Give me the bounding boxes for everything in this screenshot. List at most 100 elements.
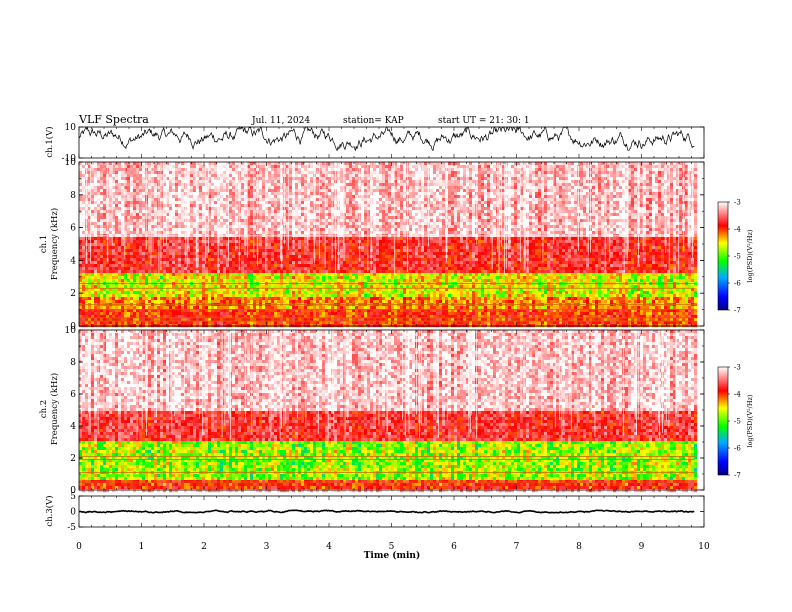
spectrogram-cell bbox=[82, 246, 85, 249]
spectrogram-cell bbox=[139, 204, 142, 207]
spectrogram-cell bbox=[169, 186, 172, 189]
spectrogram-cell bbox=[82, 273, 85, 276]
spectrogram-cell bbox=[178, 201, 181, 204]
spectrogram-cell bbox=[172, 204, 175, 207]
spectrogram-cell bbox=[166, 252, 169, 255]
spectrogram-cell bbox=[106, 270, 109, 273]
spectrogram-cell bbox=[172, 273, 175, 276]
spectrogram-cell bbox=[178, 204, 181, 207]
spectrogram-cell bbox=[175, 177, 178, 180]
spectrogram-cell bbox=[100, 198, 103, 201]
spectrogram-cell bbox=[97, 270, 100, 273]
spectrogram-cell bbox=[145, 291, 148, 294]
spectrogram-cell bbox=[136, 210, 139, 213]
spectrogram-cell bbox=[178, 186, 181, 189]
spectrogram-cell bbox=[121, 189, 124, 192]
spectrogram-cell bbox=[154, 306, 157, 309]
spectrogram-cell bbox=[109, 210, 112, 213]
spectrogram-cell bbox=[88, 279, 91, 282]
spectrogram-cell bbox=[82, 168, 85, 171]
spectrogram-cell bbox=[109, 267, 112, 270]
spectrogram-cell bbox=[178, 237, 181, 240]
spectrogram-cell bbox=[160, 201, 163, 204]
spectrogram-cell bbox=[130, 255, 133, 258]
spectrogram-cell bbox=[115, 279, 118, 282]
spectrogram-cell bbox=[151, 201, 154, 204]
spectrogram-cell bbox=[118, 270, 121, 273]
spectrogram-cell bbox=[160, 255, 163, 258]
spectrogram-cell bbox=[157, 306, 160, 309]
spectrogram-cell bbox=[109, 291, 112, 294]
spectrogram-cell bbox=[169, 192, 172, 195]
spectrogram-cell bbox=[121, 183, 124, 186]
spectrogram-cell bbox=[154, 240, 157, 243]
spectrogram-cell bbox=[169, 255, 172, 258]
spectrogram-cell bbox=[139, 168, 142, 171]
spectrogram-cell bbox=[154, 183, 157, 186]
spectrogram-cell bbox=[100, 237, 103, 240]
spectrogram-cell bbox=[157, 312, 160, 315]
spectrogram-cell bbox=[127, 180, 130, 183]
spectrogram-cell bbox=[169, 222, 172, 225]
spectrogram-cell bbox=[136, 258, 139, 261]
spectrogram-cell bbox=[175, 165, 178, 168]
spectrogram-cell bbox=[94, 186, 97, 189]
spectrogram-cell bbox=[115, 285, 118, 288]
spectrogram-cell bbox=[139, 279, 142, 282]
spectrogram-cell bbox=[142, 195, 145, 198]
spectrogram-cell bbox=[139, 246, 142, 249]
spectrogram-cell bbox=[133, 201, 136, 204]
spectrogram-cell bbox=[88, 321, 91, 324]
spectrogram-cell bbox=[97, 261, 100, 264]
spectrogram-cell bbox=[100, 210, 103, 213]
spectrogram-cell bbox=[79, 291, 82, 294]
spectrogram-cell bbox=[151, 171, 154, 174]
spectrogram-cell bbox=[136, 243, 139, 246]
spectrogram-cell bbox=[97, 240, 100, 243]
spectrogram-cell bbox=[82, 210, 85, 213]
spectrogram-cell bbox=[175, 171, 178, 174]
spectrogram-cell bbox=[130, 270, 133, 273]
spectrogram-cell bbox=[100, 294, 103, 297]
spectrogram-cell bbox=[172, 258, 175, 261]
spectrogram-cell bbox=[163, 267, 166, 270]
spectrogram-cell bbox=[112, 294, 115, 297]
spectrogram-cell bbox=[91, 258, 94, 261]
spectrogram-cell bbox=[103, 207, 106, 210]
spectrogram-cell bbox=[169, 246, 172, 249]
spectrogram-cell bbox=[133, 249, 136, 252]
spectrogram-cell bbox=[160, 186, 163, 189]
spectrogram-cell bbox=[85, 279, 88, 282]
spectrogram-cell bbox=[121, 276, 124, 279]
spectrogram-cell bbox=[112, 279, 115, 282]
spectrogram-cell bbox=[121, 294, 124, 297]
spectrogram-cell bbox=[100, 264, 103, 267]
spectrogram-cell bbox=[172, 225, 175, 228]
spectrogram-cell bbox=[154, 297, 157, 300]
spectrogram-cell bbox=[172, 201, 175, 204]
spectrogram-cell bbox=[178, 270, 181, 273]
spectrogram-cell bbox=[154, 237, 157, 240]
spectrogram-cell bbox=[103, 222, 106, 225]
spectrogram-cell bbox=[151, 252, 154, 255]
spectrogram-cell bbox=[85, 291, 88, 294]
spectrogram-cell bbox=[142, 276, 145, 279]
spectrogram-cell bbox=[133, 204, 136, 207]
spectrogram-cell bbox=[124, 285, 127, 288]
spectrogram-cell bbox=[136, 204, 139, 207]
spectrogram-cell bbox=[175, 273, 178, 276]
spectrogram-cell bbox=[172, 252, 175, 255]
spectrogram-cell bbox=[133, 216, 136, 219]
spectrogram-cell bbox=[121, 258, 124, 261]
spectrogram-cell bbox=[148, 279, 151, 282]
spectrogram-cell bbox=[157, 285, 160, 288]
spectrogram-cell bbox=[136, 261, 139, 264]
spectrogram-cell bbox=[79, 168, 82, 171]
spectrogram-cell bbox=[118, 294, 121, 297]
spectrogram-cell bbox=[91, 180, 94, 183]
spectrogram-cell bbox=[145, 297, 148, 300]
spectrogram-cell bbox=[133, 264, 136, 267]
spectrogram-cell bbox=[124, 267, 127, 270]
spectrogram-cell bbox=[169, 294, 172, 297]
spectrogram-cells bbox=[79, 162, 697, 327]
